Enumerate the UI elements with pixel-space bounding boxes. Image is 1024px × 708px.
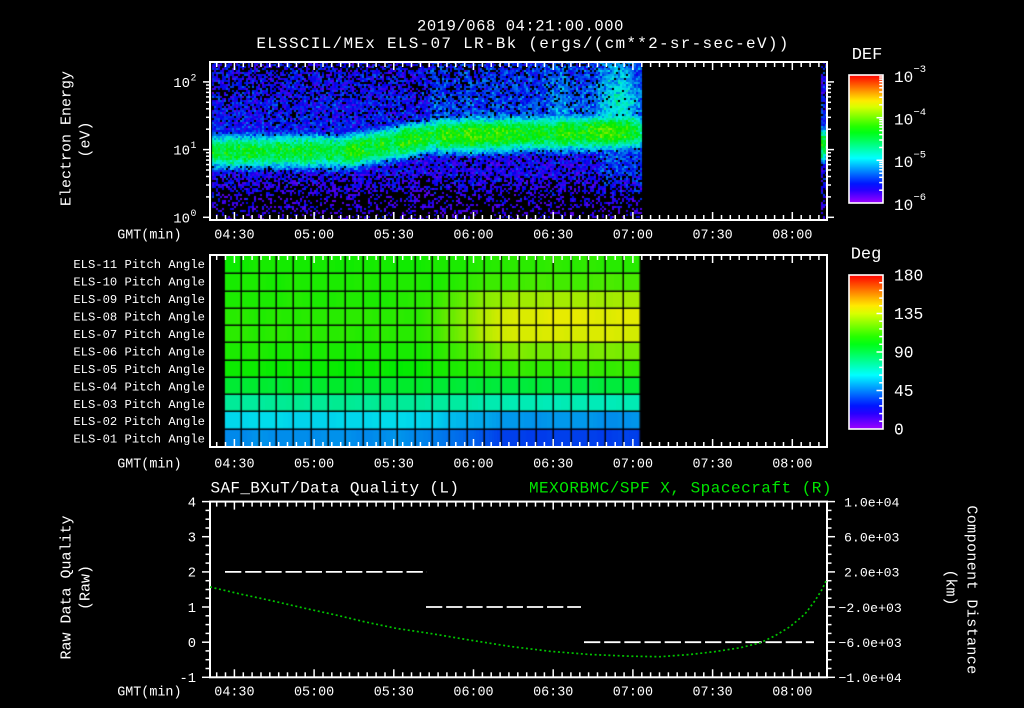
svg-text:Raw Data Quality: Raw Data Quality bbox=[59, 515, 76, 659]
svg-text:ELS-06 Pitch Angle: ELS-06 Pitch Angle bbox=[73, 345, 205, 359]
svg-text:ELS-01 Pitch Angle: ELS-01 Pitch Angle bbox=[73, 433, 205, 447]
svg-text:MEXORBMC/SPF X, Spacecraft (R): MEXORBMC/SPF X, Spacecraft (R) bbox=[529, 480, 832, 498]
svg-text:0: 0 bbox=[188, 637, 196, 652]
svg-text:05:00: 05:00 bbox=[294, 458, 334, 473]
svg-text:2019/068 04:21:00.000: 2019/068 04:21:00.000 bbox=[417, 18, 624, 36]
svg-text:08:00: 08:00 bbox=[772, 458, 812, 473]
svg-text:2: 2 bbox=[188, 567, 196, 582]
svg-text:−6: −6 bbox=[914, 192, 927, 204]
svg-text:ELS-10 Pitch Angle: ELS-10 Pitch Angle bbox=[73, 276, 205, 290]
svg-text:07:00: 07:00 bbox=[613, 686, 653, 701]
svg-text:06:30: 06:30 bbox=[533, 228, 573, 243]
svg-text:07:00: 07:00 bbox=[613, 458, 653, 473]
svg-text:08:00: 08:00 bbox=[772, 686, 812, 701]
svg-text:04:30: 04:30 bbox=[214, 228, 254, 243]
svg-text:ELS-07 Pitch Angle: ELS-07 Pitch Angle bbox=[73, 328, 205, 342]
svg-text:06:30: 06:30 bbox=[533, 458, 573, 473]
svg-text:1.0e+04: 1.0e+04 bbox=[844, 495, 899, 510]
svg-text:0: 0 bbox=[191, 208, 197, 219]
svg-text:1: 1 bbox=[188, 602, 196, 617]
svg-text:05:30: 05:30 bbox=[374, 458, 414, 473]
svg-text:Component Distance: Component Distance bbox=[963, 505, 980, 674]
svg-text:05:00: 05:00 bbox=[294, 228, 334, 243]
svg-text:06:30: 06:30 bbox=[533, 686, 573, 701]
svg-text:10: 10 bbox=[894, 112, 913, 130]
svg-text:4: 4 bbox=[188, 496, 196, 511]
svg-text:10: 10 bbox=[173, 76, 190, 92]
svg-text:DEF: DEF bbox=[852, 46, 883, 65]
svg-text:180: 180 bbox=[894, 267, 923, 286]
svg-text:−3: −3 bbox=[914, 64, 927, 76]
svg-text:10: 10 bbox=[173, 211, 190, 227]
svg-text:06:00: 06:00 bbox=[453, 228, 493, 243]
svg-text:−5: −5 bbox=[914, 150, 927, 162]
svg-text:6.0e+03: 6.0e+03 bbox=[844, 531, 899, 546]
svg-text:Electron Energy: Electron Energy bbox=[59, 71, 76, 206]
svg-text:06:00: 06:00 bbox=[453, 686, 493, 701]
svg-text:GMT(min): GMT(min) bbox=[117, 458, 181, 473]
svg-text:2: 2 bbox=[191, 72, 197, 83]
svg-text:ELS-04 Pitch Angle: ELS-04 Pitch Angle bbox=[73, 380, 205, 394]
svg-text:−4: −4 bbox=[914, 107, 927, 119]
svg-text:05:30: 05:30 bbox=[374, 228, 414, 243]
svg-text:07:30: 07:30 bbox=[693, 228, 733, 243]
svg-text:0: 0 bbox=[894, 421, 904, 440]
svg-text:(Raw): (Raw) bbox=[78, 565, 95, 610]
svg-text:(km): (km) bbox=[942, 569, 959, 605]
svg-text:07:00: 07:00 bbox=[613, 228, 653, 243]
svg-text:04:30: 04:30 bbox=[214, 686, 254, 701]
svg-text:−2.0e+03: −2.0e+03 bbox=[839, 601, 902, 616]
svg-text:ELS-05 Pitch Angle: ELS-05 Pitch Angle bbox=[73, 363, 205, 377]
svg-text:Deg: Deg bbox=[851, 246, 882, 265]
svg-text:07:30: 07:30 bbox=[693, 686, 733, 701]
svg-text:−6.0e+03: −6.0e+03 bbox=[839, 636, 902, 651]
svg-text:SAF_BXuT/Data Quality (L): SAF_BXuT/Data Quality (L) bbox=[211, 480, 460, 498]
svg-text:08:00: 08:00 bbox=[772, 228, 812, 243]
svg-text:45: 45 bbox=[894, 382, 914, 401]
svg-text:06:00: 06:00 bbox=[453, 458, 493, 473]
svg-text:ELS-08 Pitch Angle: ELS-08 Pitch Angle bbox=[73, 311, 205, 325]
svg-text:ELS-02 Pitch Angle: ELS-02 Pitch Angle bbox=[73, 415, 205, 429]
svg-text:05:00: 05:00 bbox=[294, 686, 334, 701]
svg-text:10: 10 bbox=[173, 144, 190, 160]
svg-text:10: 10 bbox=[894, 197, 913, 215]
svg-text:ELS-09 Pitch Angle: ELS-09 Pitch Angle bbox=[73, 293, 205, 307]
svg-text:ELS-11 Pitch Angle: ELS-11 Pitch Angle bbox=[73, 258, 205, 272]
svg-text:-1: -1 bbox=[179, 672, 196, 687]
svg-text:3: 3 bbox=[188, 532, 196, 547]
svg-text:04:30: 04:30 bbox=[214, 458, 254, 473]
svg-text:1: 1 bbox=[191, 140, 197, 151]
svg-text:ELS-03 Pitch Angle: ELS-03 Pitch Angle bbox=[73, 398, 205, 412]
svg-text:05:30: 05:30 bbox=[374, 686, 414, 701]
svg-text:GMT(min): GMT(min) bbox=[117, 228, 181, 243]
svg-text:135: 135 bbox=[894, 305, 923, 324]
svg-text:07:30: 07:30 bbox=[693, 458, 733, 473]
svg-text:ELSSCIL/MEx ELS-07 LR-Bk (erg: ELSSCIL/MEx ELS-07 LR-Bk (ergs/(cm**2-sr… bbox=[256, 35, 789, 53]
svg-text:10: 10 bbox=[894, 154, 913, 172]
svg-text:−1.0e+04: −1.0e+04 bbox=[839, 671, 902, 686]
svg-text:10: 10 bbox=[894, 69, 913, 87]
svg-text:GMT(min): GMT(min) bbox=[117, 686, 181, 701]
svg-text:90: 90 bbox=[894, 344, 914, 363]
svg-text:2.0e+03: 2.0e+03 bbox=[844, 566, 899, 581]
svg-text:(eV): (eV) bbox=[78, 121, 95, 157]
